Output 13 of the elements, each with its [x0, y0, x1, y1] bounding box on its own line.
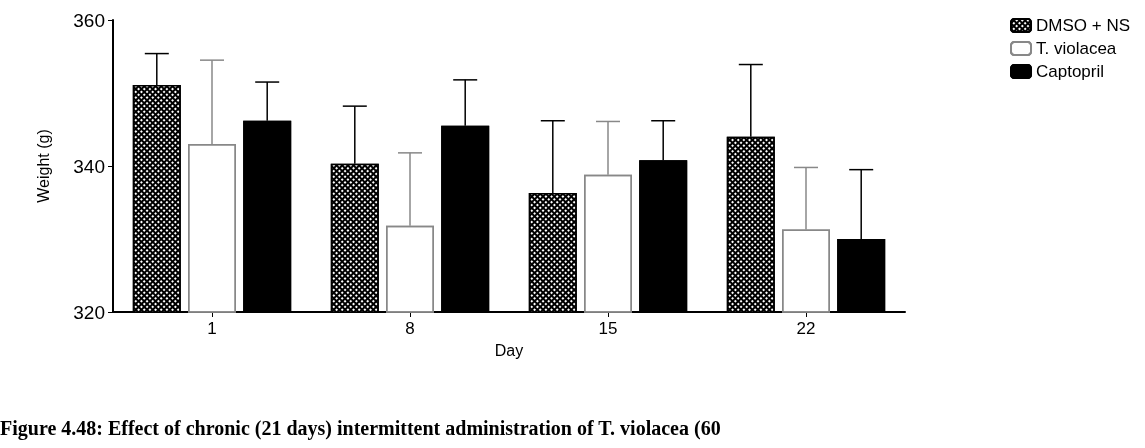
legend-label: Captopril — [1036, 62, 1105, 81]
x-tick-label: 22 — [796, 319, 816, 338]
x-tick-label: 8 — [405, 319, 415, 338]
y-tick-label: 360 — [73, 9, 105, 31]
x-axis-title: Day — [494, 341, 524, 359]
y-tick-label: 320 — [73, 301, 105, 323]
legend-label: T. violacea — [1036, 39, 1117, 58]
legend-label: DMSO + NS — [1036, 16, 1131, 35]
x-tick-label: 15 — [598, 319, 618, 338]
x-tick-label: 1 — [207, 319, 217, 338]
y-tick-label: 340 — [73, 155, 105, 177]
caption: Figure 4.48: Effect of chronic (21 days) intermittent administration of T. violacea (60 — [0, 417, 721, 440]
y-axis-title: Weight (g) — [34, 129, 52, 203]
